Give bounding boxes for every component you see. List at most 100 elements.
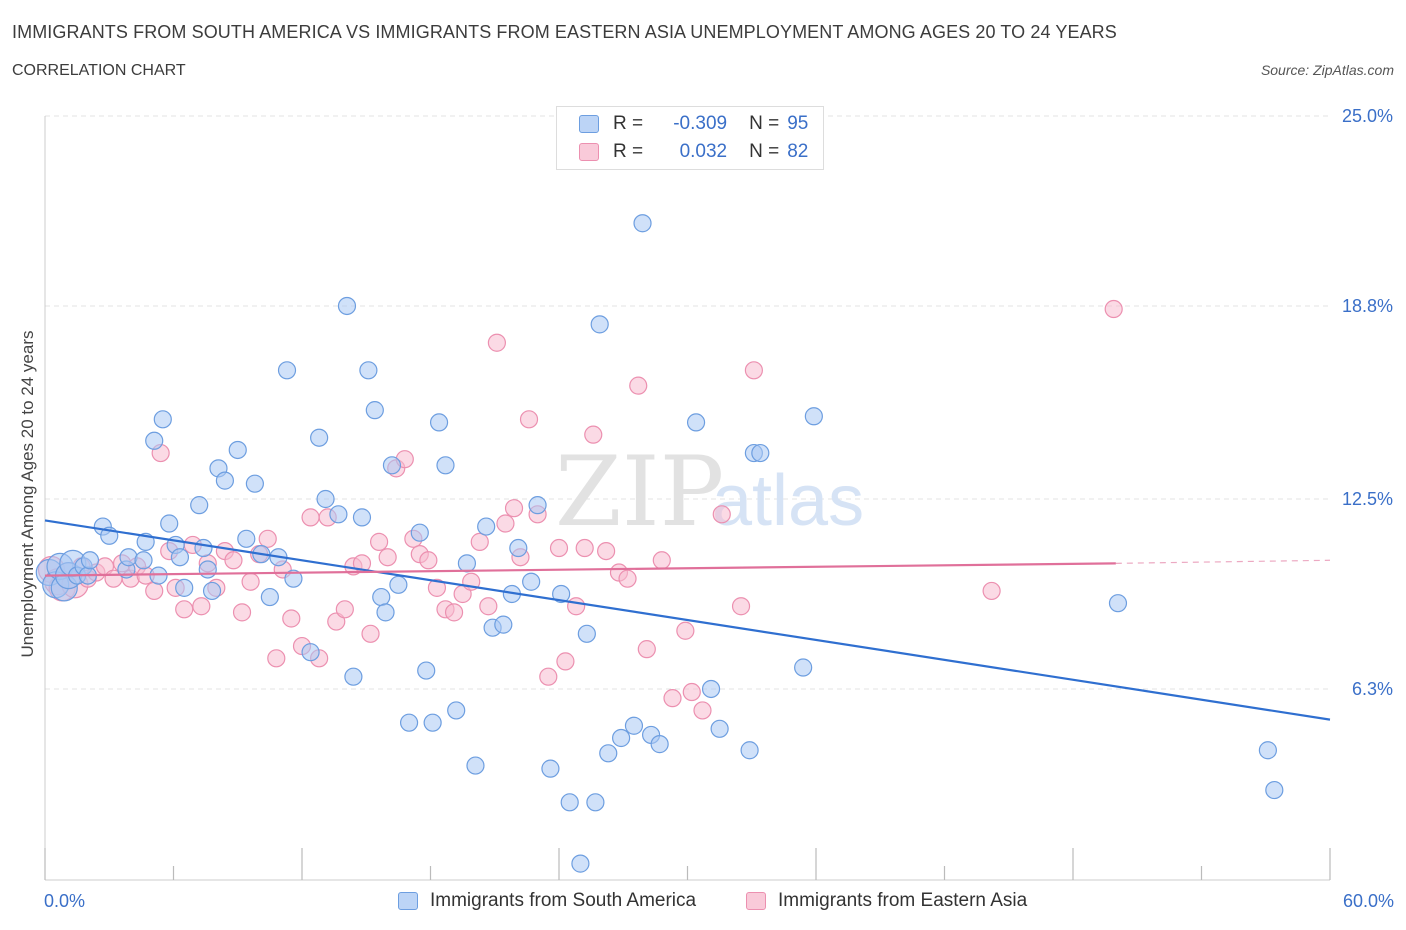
south-america-point [410, 523, 429, 542]
y-tick-label: 25.0% [1342, 106, 1393, 126]
legend-row-south-america: R = -0.309 N = 95 [579, 112, 808, 136]
south-america-point [198, 560, 217, 579]
eastern-asia-point [145, 581, 164, 601]
south-america-trend-line [44, 519, 1331, 721]
eastern-asia-point [549, 538, 569, 558]
y-tick-label: 6.3% [1352, 679, 1393, 699]
legend-r-value: 0.032 [679, 141, 728, 162]
y-tick-labels: 6.3% 12.5% 18.8% 25.0% [1342, 106, 1393, 699]
legend-n-value: 82 [787, 141, 809, 162]
south-america-point [153, 410, 172, 429]
south-america-point [344, 667, 363, 686]
legend-swatch-pink [579, 143, 599, 161]
south-america-point [1265, 780, 1284, 800]
south-america-point [170, 548, 190, 567]
south-america-point [599, 744, 618, 763]
south-america-point [376, 603, 395, 622]
south-america-point [160, 514, 179, 533]
legend-n-label: N = [749, 141, 780, 162]
south-america-points [35, 214, 1284, 873]
south-america-point [337, 296, 357, 316]
legend-swatch-blue [579, 115, 599, 133]
south-america-point [541, 759, 560, 778]
eastern-asia-point [652, 551, 671, 570]
source-credit: Source: ZipAtlas.com [1260, 62, 1394, 78]
south-america-point [751, 443, 770, 463]
eastern-asia-point [370, 532, 389, 551]
eastern-asia-point [444, 603, 464, 622]
eastern-asia-point [629, 376, 648, 395]
south-america-point [149, 566, 168, 585]
eastern-asia-point [556, 652, 575, 671]
y-axis-label: Unemployment Among Ages 20 to 24 years [18, 330, 37, 658]
legend-row-eastern-asia: R = 0.032 N = 82 [579, 140, 808, 164]
eastern-asia-point [282, 609, 301, 628]
chart-subtitle: CORRELATION CHART [12, 62, 186, 79]
south-america-point [528, 496, 547, 515]
south-america-point [389, 575, 408, 594]
eastern-asia-point [267, 649, 286, 668]
legend-n-value: 95 [787, 113, 809, 134]
eastern-asia-point [301, 508, 320, 527]
south-america-point [134, 551, 153, 570]
south-america-point [794, 658, 813, 677]
legend-item-eastern-asia[interactable]: Immigrants from Eastern Asia [746, 890, 1027, 912]
south-america-point [624, 716, 644, 735]
eastern-asia-point [744, 361, 763, 380]
south-america-point [740, 741, 759, 760]
south-america-point [417, 661, 436, 680]
eastern-asia-point [584, 425, 603, 444]
legend-swatch-blue [398, 892, 418, 910]
south-america-point [552, 584, 571, 604]
south-america-point [260, 587, 279, 607]
south-america-point [1108, 594, 1128, 613]
eastern-asia-point [258, 529, 277, 548]
south-america-point [277, 361, 297, 380]
legend-swatch-pink [746, 892, 766, 910]
south-america-point [509, 538, 528, 558]
south-america-point [710, 719, 729, 738]
south-america-point [633, 214, 652, 233]
legend-n-label: N = [749, 113, 780, 134]
eastern-asia-point [470, 532, 489, 551]
south-america-point [423, 713, 442, 732]
south-america-point [228, 440, 247, 460]
eastern-asia-point [519, 410, 539, 429]
south-america-point [560, 793, 579, 812]
eastern-asia-point [224, 551, 243, 570]
eastern-asia-point [693, 701, 712, 720]
eastern-asia-point [241, 572, 260, 591]
chart-title: IMMIGRANTS FROM SOUTH AMERICA VS IMMIGRA… [12, 22, 1117, 42]
south-america-point [571, 854, 590, 873]
eastern-asia-point [175, 600, 194, 619]
south-america-point [650, 735, 669, 754]
south-america-point [190, 496, 209, 515]
south-america-point [522, 572, 541, 591]
eastern-asia-point [192, 597, 211, 616]
eastern-asia-point [504, 499, 524, 518]
south-america-point [80, 551, 100, 570]
eastern-asia-point [575, 538, 594, 558]
y-tick-label: 18.8% [1342, 296, 1393, 316]
eastern-asia-trend-extension [1115, 559, 1331, 564]
eastern-asia-point [676, 621, 695, 640]
eastern-asia-point [361, 624, 380, 643]
eastern-asia-point [731, 597, 751, 616]
legend-item-south-america[interactable]: Immigrants from South America [398, 890, 696, 912]
south-america-point [586, 793, 605, 812]
south-america-point [365, 401, 384, 420]
eastern-asia-point [682, 682, 701, 702]
eastern-asia-point [232, 603, 252, 622]
south-america-point [686, 413, 706, 432]
south-america-point [215, 471, 234, 490]
south-america-point [466, 756, 485, 775]
south-america-point [612, 728, 631, 748]
eastern-asia-point [419, 551, 438, 570]
eastern-asia-point [539, 667, 558, 686]
south-america-point [577, 624, 596, 643]
eastern-asia-point [427, 578, 447, 597]
south-america-point [359, 361, 378, 380]
south-america-point [701, 679, 721, 699]
x-tick-label-min: 0.0% [44, 891, 86, 911]
eastern-asia-point [637, 640, 656, 659]
